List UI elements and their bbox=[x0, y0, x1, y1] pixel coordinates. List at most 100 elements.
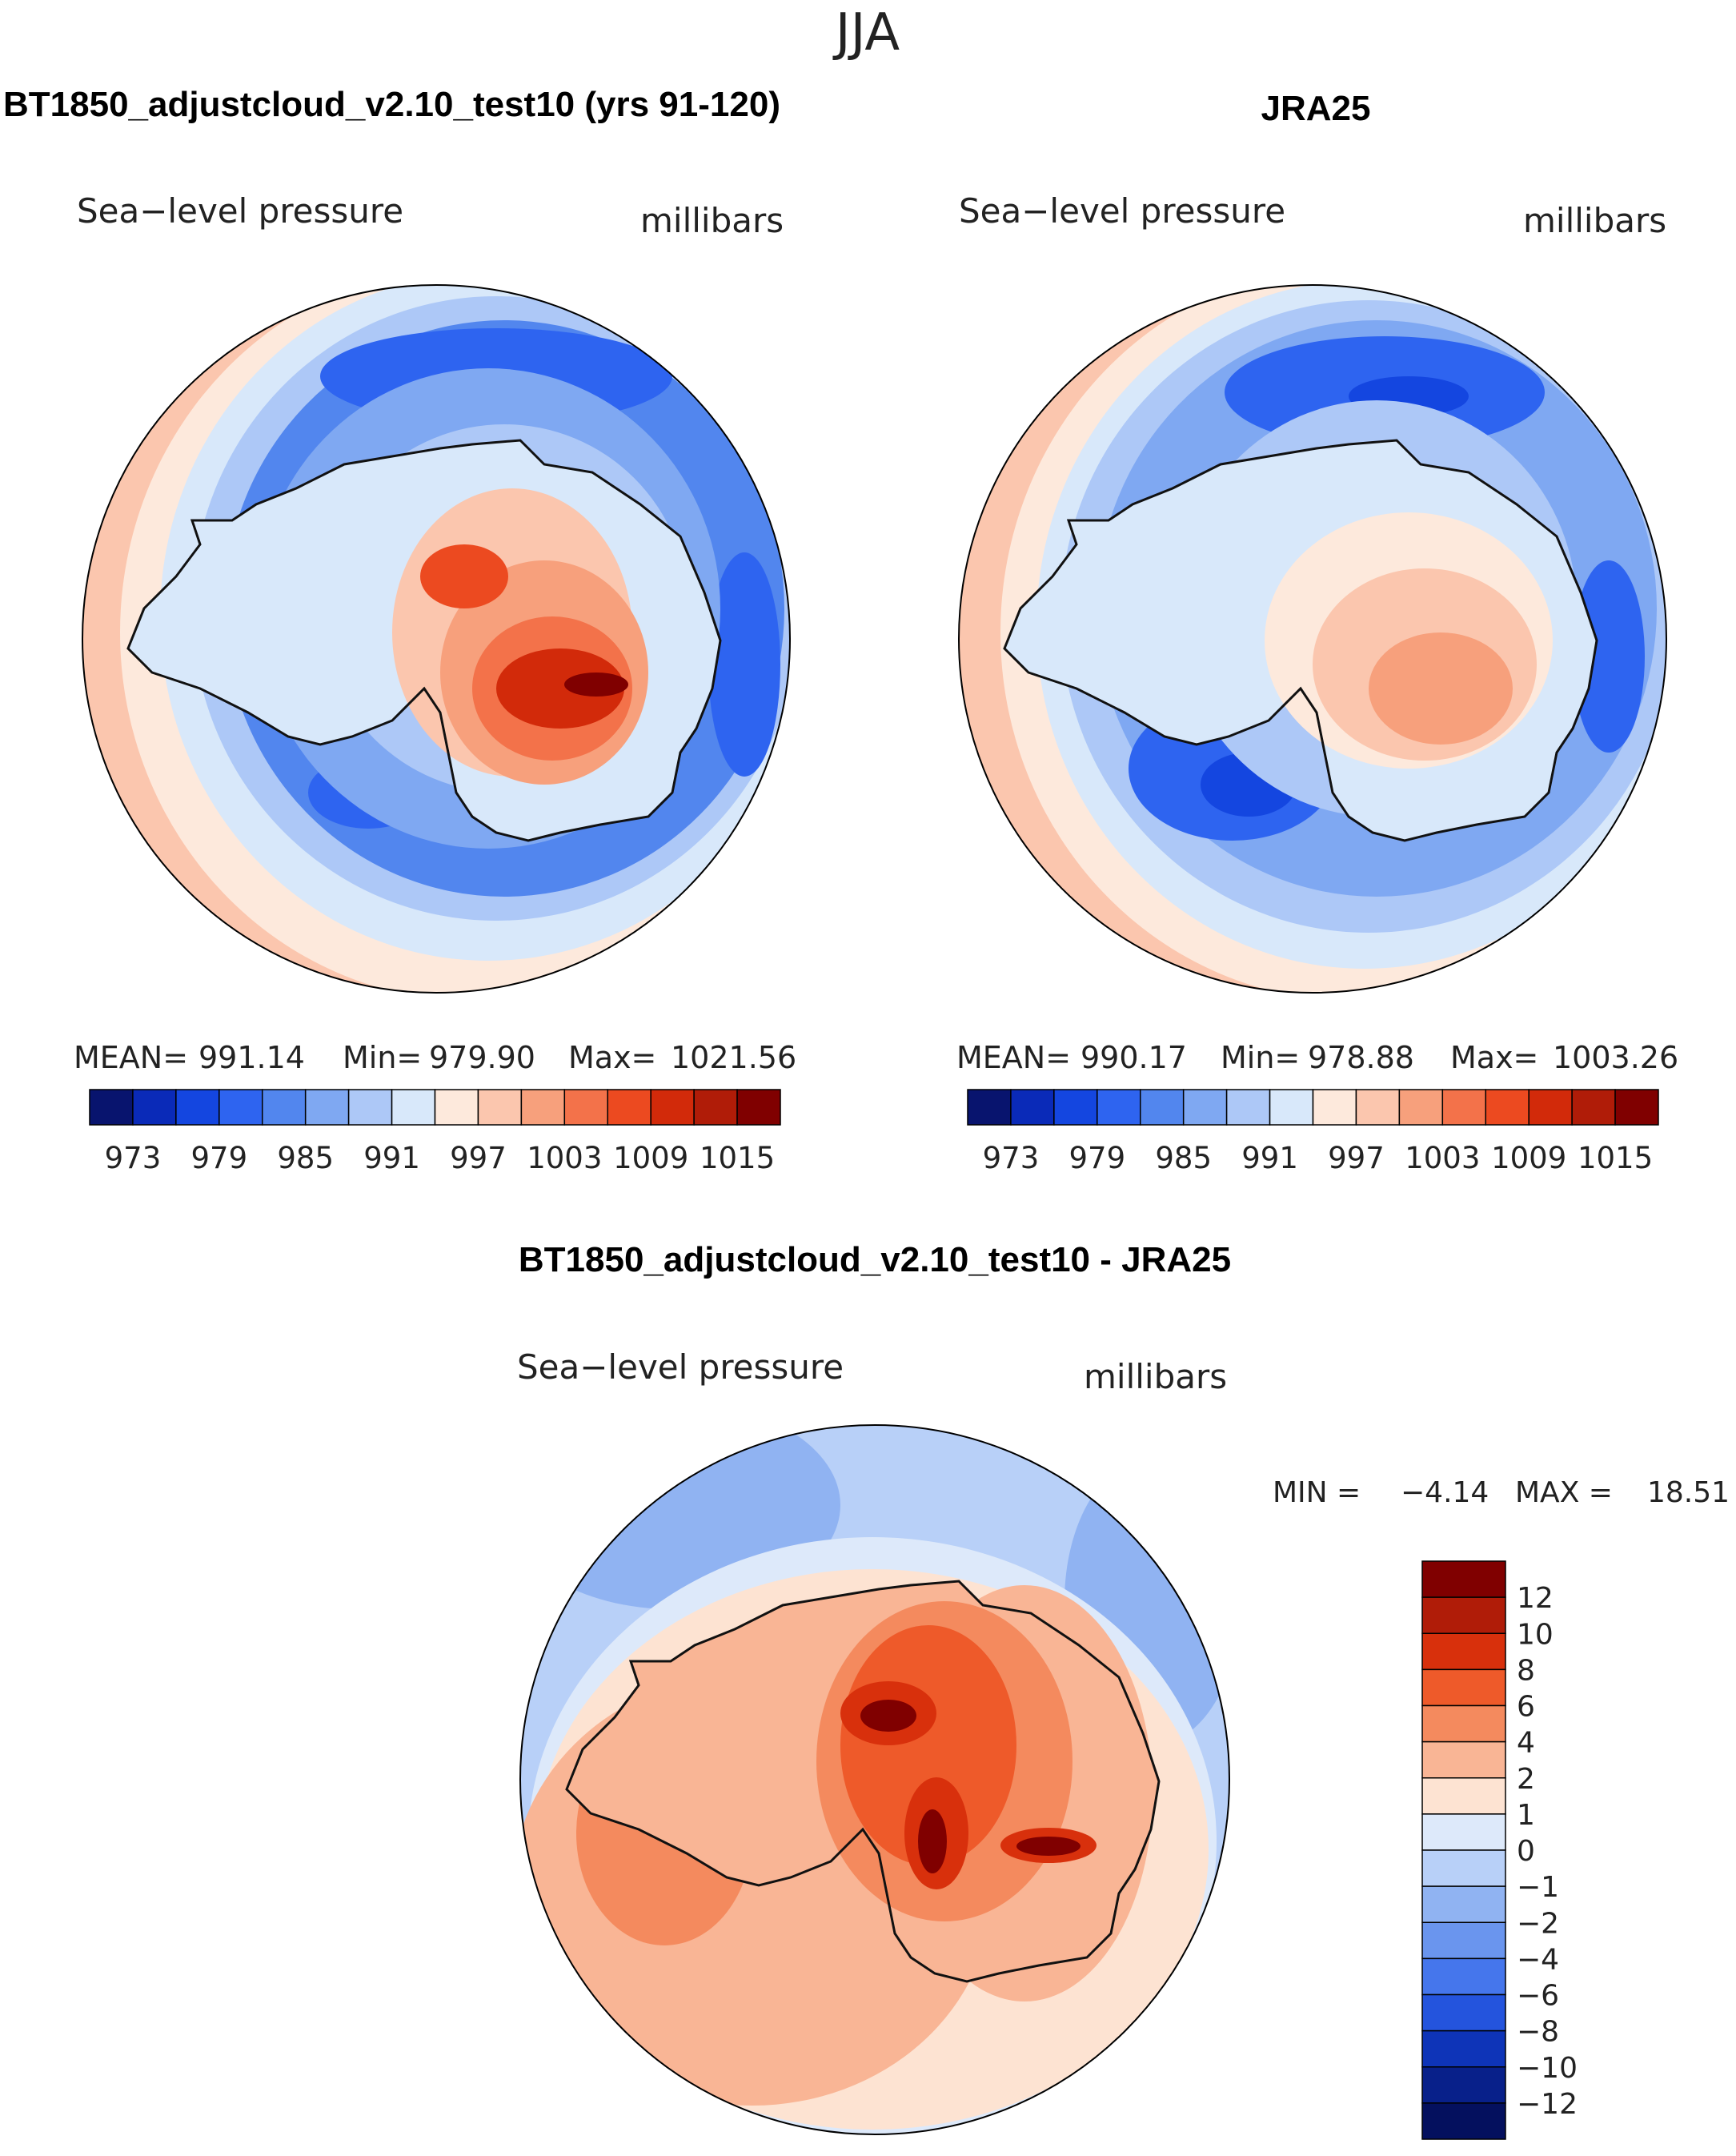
colorbar-model-swatch-1 bbox=[132, 1089, 177, 1126]
colorbar-obs-label-4: 997 bbox=[1328, 1141, 1385, 1175]
panel-obs-title: JRA25 bbox=[1261, 89, 1371, 128]
colorbar-obs-label-3: 991 bbox=[1241, 1141, 1298, 1175]
colorbar-diff-label-1: 10 bbox=[1517, 1618, 1554, 1651]
colorbar-diff-label-4: 4 bbox=[1517, 1727, 1535, 1760]
colorbar-obs-label-7: 1015 bbox=[1578, 1141, 1653, 1175]
colorbar-model-swatch-14 bbox=[693, 1089, 738, 1126]
colorbar-diff-label-2: 8 bbox=[1517, 1654, 1535, 1687]
min-value: 978.88 bbox=[1308, 1040, 1414, 1075]
map-low-east bbox=[708, 552, 780, 777]
colorbar-obs-swatch-14 bbox=[1571, 1089, 1616, 1126]
map-border-diff bbox=[519, 1424, 1230, 2135]
colorbar-diff-swatch-15 bbox=[1421, 2102, 1506, 2140]
colorbar-diff-swatch-12 bbox=[1421, 1993, 1506, 2032]
ice-anom-peak-3 bbox=[1016, 1837, 1080, 1856]
colorbar-model-swatch-13 bbox=[650, 1089, 695, 1126]
ice-peak bbox=[564, 672, 628, 697]
colorbar-diff-swatch-6 bbox=[1421, 1777, 1506, 1815]
colorbar-model-label-3: 991 bbox=[363, 1141, 420, 1175]
panel-model-units: millibars bbox=[640, 201, 784, 240]
colorbar-diff-swatch-11 bbox=[1421, 1957, 1506, 1996]
panel-diff-variable: Sea−level pressure bbox=[517, 1347, 844, 1387]
colorbar-obs-swatch-2 bbox=[1053, 1089, 1098, 1126]
colorbar-diff-label-13: −10 bbox=[1517, 2052, 1578, 2085]
colorbar-model-label-0: 973 bbox=[105, 1141, 162, 1175]
colorbar-obs-swatch-5 bbox=[1182, 1089, 1228, 1126]
colorbar-diff-swatch-3 bbox=[1421, 1668, 1506, 1707]
min-value: 979.90 bbox=[429, 1040, 535, 1075]
colorbar-obs-swatch-13 bbox=[1528, 1089, 1573, 1126]
ice-anom-peak-1 bbox=[860, 1700, 916, 1732]
colorbar-obs-swatch-15 bbox=[1614, 1089, 1659, 1126]
ice-plateau-3 bbox=[1369, 632, 1513, 745]
colorbar-diff-label-10: −4 bbox=[1517, 1943, 1559, 1976]
ice-plateau-5 bbox=[496, 648, 624, 729]
colorbar-model-swatch-2 bbox=[175, 1089, 220, 1126]
diff-max-label: MAX = bbox=[1515, 1476, 1613, 1509]
colorbar-obs-swatch-3 bbox=[1097, 1089, 1141, 1126]
diff-minmax: MIN = −4.14 MAX = 18.51 bbox=[1273, 1476, 1730, 1509]
panel-obs-units: millibars bbox=[1523, 201, 1666, 240]
colorbar-obs-swatch-11 bbox=[1441, 1089, 1486, 1126]
panel-diff-units: millibars bbox=[1084, 1357, 1227, 1396]
colorbar-obs-swatch-9 bbox=[1355, 1089, 1401, 1126]
stats-model: MEAN= 991.14 Min= 979.90 Max= 1021.56 bbox=[74, 1040, 796, 1075]
map-border-model bbox=[82, 284, 791, 994]
colorbar-obs-swatch-6 bbox=[1225, 1089, 1271, 1126]
max-label: Max= bbox=[568, 1040, 656, 1075]
colorbar-obs-swatch-4 bbox=[1140, 1089, 1185, 1126]
colorbar-model-swatch-4 bbox=[262, 1089, 307, 1126]
colorbar-model: 973 979 985 991 997 1003 1009 1015 bbox=[89, 1089, 781, 1175]
colorbar-obs-swatch-7 bbox=[1269, 1089, 1314, 1126]
colorbar-obs-swatch-8 bbox=[1312, 1089, 1357, 1126]
colorbar-model-label-2: 985 bbox=[277, 1141, 334, 1175]
panel-diff-title: BT1850_adjustcloud_v2.10_test10 - JRA25 bbox=[519, 1240, 1231, 1279]
colorbar-model-swatch-5 bbox=[304, 1089, 350, 1126]
colorbar-diff-label-14: −12 bbox=[1517, 2088, 1578, 2121]
colorbar-obs-swatch-0 bbox=[967, 1089, 1012, 1126]
panel-model-title: BT1850_adjustcloud_v2.10_test10 (yrs 91-… bbox=[3, 85, 780, 124]
map-border-obs bbox=[958, 284, 1667, 994]
colorbar-diff-label-3: 6 bbox=[1517, 1691, 1535, 1724]
colorbar-model-swatch-6 bbox=[347, 1089, 393, 1126]
colorbar-diff-label-12: −8 bbox=[1517, 2016, 1559, 2049]
colorbar-diff-label-5: 2 bbox=[1517, 1763, 1535, 1796]
mean-label: MEAN= bbox=[74, 1040, 188, 1075]
colorbar-model-swatch-10 bbox=[520, 1089, 566, 1126]
colorbar-diff-swatch-7 bbox=[1421, 1813, 1506, 1851]
diff-min-label: MIN = bbox=[1273, 1476, 1361, 1509]
polar-map-model bbox=[82, 285, 790, 993]
colorbar-model-swatch-8 bbox=[434, 1089, 479, 1126]
colorbar-model-swatch-9 bbox=[477, 1089, 523, 1126]
panel-obs-variable: Sea−level pressure bbox=[959, 191, 1285, 231]
colorbar-obs-swatch-10 bbox=[1398, 1089, 1444, 1126]
colorbar-model-swatch-12 bbox=[607, 1089, 652, 1126]
diff-min-value: −4.14 bbox=[1401, 1476, 1489, 1509]
mean-value: 990.17 bbox=[1080, 1040, 1187, 1075]
panel-model: BT1850_adjustcloud_v2.10_test10 (yrs 91-… bbox=[3, 85, 796, 1175]
colorbar-model-swatch-15 bbox=[736, 1089, 781, 1126]
colorbar-model-swatch-0 bbox=[89, 1089, 134, 1126]
colorbar-model-swatch-7 bbox=[391, 1089, 436, 1126]
page-title: JJA bbox=[832, 3, 900, 62]
colorbar-diff-label-9: −2 bbox=[1517, 1907, 1559, 1940]
colorbar-obs-label-5: 1003 bbox=[1405, 1141, 1480, 1175]
colorbar-diff-label-8: −1 bbox=[1517, 1871, 1559, 1904]
colorbar-model-label-1: 979 bbox=[191, 1141, 248, 1175]
colorbar-diff-swatch-4 bbox=[1421, 1704, 1506, 1743]
colorbar-model-swatch-3 bbox=[219, 1089, 263, 1126]
colorbar-diff-swatch-10 bbox=[1421, 1921, 1506, 1960]
max-label: Max= bbox=[1450, 1040, 1538, 1075]
mean-value: 991.14 bbox=[198, 1040, 305, 1075]
colorbar-obs-label-2: 985 bbox=[1155, 1141, 1212, 1175]
colorbar-obs-label-1: 979 bbox=[1069, 1141, 1126, 1175]
colorbar-diff-label-11: −6 bbox=[1517, 1980, 1559, 2013]
max-value: 1003.26 bbox=[1553, 1040, 1678, 1075]
colorbar-diff-swatch-9 bbox=[1421, 1885, 1506, 1923]
diff-max-value: 18.51 bbox=[1647, 1476, 1730, 1509]
colorbar-diff-swatch-0 bbox=[1421, 1560, 1506, 1598]
colorbar-obs-label-6: 1009 bbox=[1491, 1141, 1566, 1175]
panel-obs: JRA25 Sea−level pressure millibars MEAN=… bbox=[956, 89, 1678, 1175]
